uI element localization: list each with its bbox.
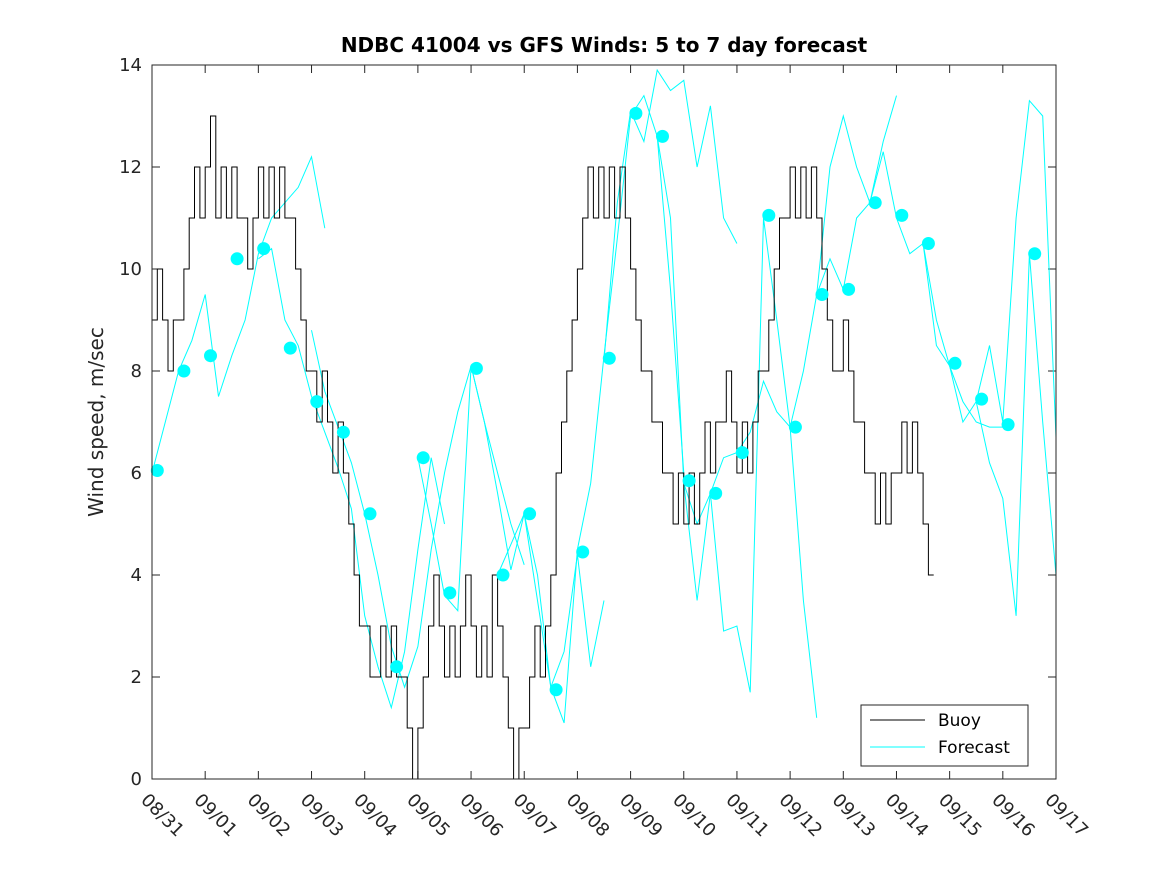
forecast-marker	[735, 446, 749, 460]
forecast-marker	[523, 507, 537, 521]
forecast-marker	[948, 356, 962, 370]
forecast-marker	[762, 208, 776, 222]
forecast-marker	[230, 252, 244, 266]
y-tick-label: 0	[131, 769, 142, 790]
forecast-marker	[576, 545, 590, 559]
y-axis-label: Wind speed, m/sec	[84, 327, 108, 517]
forecast-marker	[283, 341, 297, 355]
y-tick-label: 14	[119, 55, 142, 76]
forecast-line-5	[497, 94, 685, 724]
forecast-line-9	[816, 114, 1003, 428]
forecast-marker	[842, 282, 856, 296]
forecast-marker	[150, 464, 164, 477]
forecast-marker	[815, 288, 829, 301]
y-tick-labels: 0 2 4 6 8 10 12 14	[119, 55, 142, 790]
forecast-line-11	[975, 99, 1057, 438]
forecast-marker	[469, 361, 483, 375]
y-tick-label: 6	[131, 463, 142, 484]
forecast-line-4	[417, 365, 605, 690]
forecast-marker	[336, 425, 350, 439]
legend: Buoy Forecast	[860, 704, 1029, 767]
forecast-marker	[921, 237, 935, 250]
y-tick-label: 8	[131, 361, 142, 382]
forecast-marker	[975, 392, 989, 406]
forecast-marker	[496, 568, 510, 582]
forecast-marker	[549, 683, 563, 697]
forecast-lines	[151, 68, 1057, 724]
forecast-line-2	[258, 247, 445, 710]
forecast-marker	[1001, 418, 1015, 432]
forecast-marker	[390, 660, 404, 674]
legend-label-forecast: Forecast	[938, 738, 1010, 758]
forecast-markers	[150, 106, 1042, 697]
buoy-lines	[152, 115, 934, 780]
forecast-marker	[204, 349, 217, 363]
forecast-marker	[1028, 247, 1042, 261]
forecast-marker	[363, 507, 377, 521]
legend-label-buoy: Buoy	[938, 711, 981, 731]
axes-box	[151, 64, 1057, 780]
forecast-marker	[257, 242, 271, 256]
forecast-marker	[602, 351, 616, 365]
forecast-line-10	[922, 243, 1057, 616]
chart-title: NDBC 41004 vs GFS Winds: 5 to 7 day fore…	[341, 33, 868, 57]
forecast-line-3	[311, 330, 525, 689]
buoy-line	[152, 115, 934, 780]
forecast-marker	[709, 486, 723, 500]
legend-box	[860, 704, 1029, 767]
forecast-marker	[443, 586, 457, 600]
forecast-marker	[682, 474, 696, 488]
forecast-line-6	[603, 68, 738, 361]
y-tick-label: 2	[131, 667, 142, 688]
forecast-marker	[629, 106, 643, 120]
forecast-marker	[868, 196, 882, 210]
y-tick-label: 12	[119, 157, 142, 178]
forecast-marker	[416, 451, 430, 465]
forecast-marker	[310, 395, 324, 409]
forecast-marker	[895, 208, 909, 222]
forecast-marker	[177, 364, 191, 378]
forecast-marker	[788, 420, 802, 434]
y-tick-label: 10	[119, 259, 142, 280]
forecast-marker	[656, 129, 669, 143]
y-tick-label: 4	[131, 565, 142, 586]
